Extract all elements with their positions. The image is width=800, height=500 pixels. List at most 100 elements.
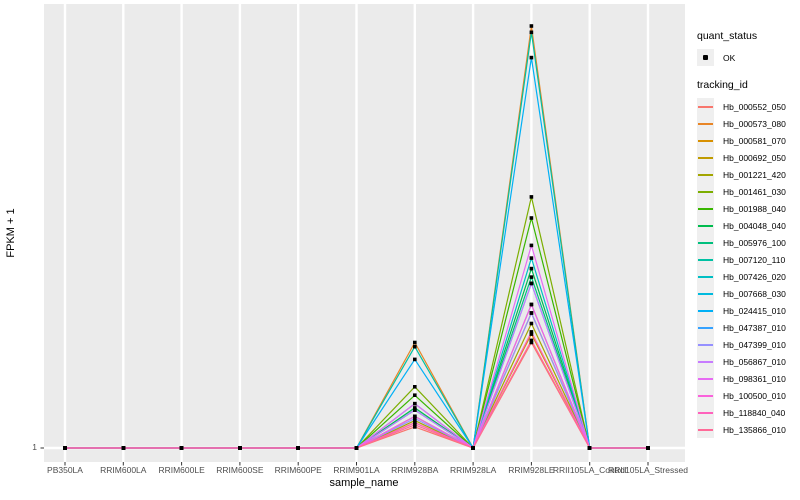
data-point — [413, 418, 417, 423]
data-point — [529, 30, 534, 35]
data-point — [413, 401, 417, 406]
legend-label-tracking: Hb_000581_070 — [723, 135, 786, 146]
legend-item-tracking: Hb_056867_010 — [697, 353, 799, 370]
legend-label-tracking: Hb_056867_010 — [723, 356, 786, 367]
legend-key-line-icon — [697, 115, 714, 132]
legend-label-tracking: Hb_005976_100 — [723, 237, 786, 248]
legend-label-ok: OK — [723, 52, 736, 63]
plot-panel — [44, 4, 685, 462]
legend-key-line-icon — [697, 319, 714, 336]
legend-label-tracking: Hb_007668_030 — [723, 288, 786, 299]
legend-item-tracking: Hb_001221_420 — [697, 166, 799, 183]
x-tick-label: PB350LA — [47, 465, 83, 475]
legend-item-tracking: Hb_000573_080 — [697, 115, 799, 132]
legend-key-line-icon — [697, 234, 714, 251]
legend-label-tracking: Hb_000692_050 — [723, 152, 786, 163]
legend-item-tracking: Hb_047387_010 — [697, 319, 799, 336]
legend: quant_status OK tracking_id Hb_000552_05… — [697, 30, 799, 438]
data-point — [529, 266, 534, 271]
data-point — [529, 321, 534, 326]
legend-item-tracking: Hb_000692_050 — [697, 149, 799, 166]
legend-label-tracking: Hb_100500_010 — [723, 390, 786, 401]
x-tick-label: RRII105LA_Control — [552, 465, 627, 475]
legend-key-line-icon — [697, 336, 714, 353]
data-point — [529, 302, 534, 307]
legend-label-tracking: Hb_098361_010 — [723, 373, 786, 384]
legend-label-tracking: Hb_047387_010 — [723, 322, 786, 333]
legend-key-line-icon — [697, 353, 714, 370]
x-tick-label: RRII105LA_Stressed — [608, 465, 688, 475]
data-point — [529, 243, 534, 248]
data-point — [238, 446, 242, 450]
data-point — [413, 385, 417, 389]
x-tick-label: RRIM928LA — [449, 465, 497, 475]
legend-title-quant-status: quant_status — [697, 30, 758, 42]
x-tick-label: RRIM928LE — [508, 465, 555, 475]
legend-item-tracking: Hb_024415_010 — [697, 302, 799, 319]
ok-point-icon — [703, 55, 708, 60]
legend-item-tracking: Hb_001461_030 — [697, 183, 799, 200]
data-point — [529, 195, 534, 199]
legend-key-line-icon — [697, 251, 714, 268]
legend-label-tracking: Hb_007426_020 — [723, 271, 786, 282]
legend-item-tracking: Hb_118840_040 — [697, 404, 799, 421]
legend-label-tracking: Hb_118840_040 — [723, 407, 786, 418]
legend-item-tracking: Hb_007120_110 — [697, 251, 799, 268]
legend-tracking-items: Hb_000552_050 Hb_000573_080 Hb_000581_070 H… — [697, 98, 799, 438]
legend-item-tracking: Hb_004048_040 — [697, 217, 799, 234]
legend-item-ok: OK — [697, 49, 799, 66]
data-point — [646, 446, 650, 450]
data-point — [121, 446, 126, 450]
x-tick-label: RRIM600SE — [216, 465, 264, 475]
data-point — [413, 340, 417, 345]
legend-item-tracking: Hb_007426_020 — [697, 268, 799, 285]
data-point — [413, 416, 417, 421]
data-point — [529, 311, 534, 315]
x-axis-title: sample_name — [329, 477, 399, 489]
legend-key-line-icon — [697, 217, 714, 234]
legend-title-tracking-id: tracking_id — [697, 79, 748, 91]
legend-item-tracking: Hb_000581_070 — [697, 132, 799, 149]
legend-key-line-icon — [697, 387, 714, 404]
legend-key-line-icon — [697, 132, 714, 149]
legend-item-tracking: Hb_000552_050 — [697, 98, 799, 115]
data-point — [413, 420, 417, 425]
data-point — [529, 330, 534, 334]
x-tick-label: RRIM928BA — [391, 465, 439, 475]
data-point — [529, 216, 534, 220]
data-point — [529, 256, 534, 260]
data-point — [413, 408, 417, 412]
data-point — [413, 423, 417, 427]
legend-key-line-icon — [697, 98, 714, 115]
legend-label-tracking: Hb_007120_110 — [723, 254, 786, 265]
data-point — [529, 281, 534, 286]
legend-item-tracking: Hb_005976_100 — [697, 234, 799, 251]
legend-item-tracking: Hb_100500_010 — [697, 387, 799, 404]
legend-key-line-icon — [697, 404, 714, 421]
legend-label-tracking: Hb_047399_010 — [723, 339, 786, 350]
data-point — [63, 446, 67, 450]
x-tick-label: RRIM901LA — [333, 465, 380, 475]
data-point — [296, 446, 300, 450]
legend-item-tracking: Hb_098361_010 — [697, 370, 799, 387]
legend-label-tracking: Hb_001988_040 — [723, 203, 786, 214]
y-tick-label: 1 — [32, 442, 37, 452]
data-point — [587, 446, 592, 450]
x-tick-label: RRIM600PE — [274, 465, 322, 475]
legend-label-tracking: Hb_024415_010 — [723, 305, 786, 316]
data-point — [529, 24, 534, 28]
legend-key-line-icon — [697, 268, 714, 285]
legend-key-line-icon — [697, 285, 714, 302]
legend-item-tracking: Hb_135866_010 — [697, 421, 799, 438]
legend-key-line-icon — [697, 302, 714, 319]
legend-label-tracking: Hb_001221_420 — [723, 169, 786, 180]
legend-key-line-icon — [697, 370, 714, 387]
legend-label-tracking: Hb_004048_040 — [723, 220, 786, 231]
legend-item-tracking: Hb_007668_030 — [697, 285, 799, 302]
legend-label-tracking: Hb_135866_010 — [723, 424, 786, 435]
legend-key-line-icon — [697, 183, 714, 200]
legend-label-tracking: Hb_001461_030 — [723, 186, 786, 197]
legend-key-line-icon — [697, 166, 714, 183]
